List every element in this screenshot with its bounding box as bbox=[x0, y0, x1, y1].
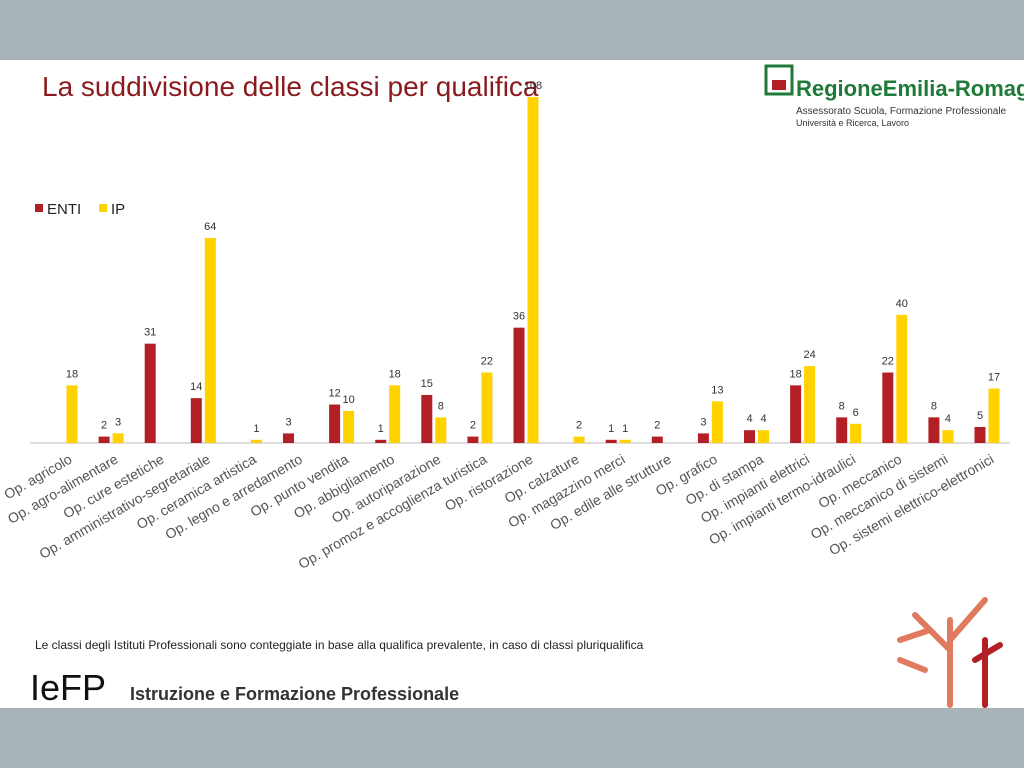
value-label: 4 bbox=[760, 413, 766, 425]
bar bbox=[651, 436, 663, 443]
value-label: 4 bbox=[945, 413, 951, 425]
value-label: 14 bbox=[190, 381, 202, 393]
footer-subtitle: Istruzione e Formazione Professionale bbox=[130, 684, 459, 704]
value-label: 1 bbox=[253, 423, 259, 435]
tree-icon bbox=[897, 597, 1003, 708]
logo-name: RegioneEmilia-Romagna bbox=[796, 76, 1024, 101]
bar bbox=[896, 314, 908, 443]
bar bbox=[711, 401, 723, 443]
bar bbox=[850, 423, 862, 443]
bar bbox=[144, 343, 156, 443]
bar bbox=[283, 433, 294, 443]
bar bbox=[467, 436, 479, 443]
value-label: 2 bbox=[576, 420, 582, 432]
value-label: 31 bbox=[144, 327, 156, 339]
value-label: 6 bbox=[853, 407, 859, 419]
bar bbox=[942, 430, 954, 443]
logo-line: Assessorato Scuola, Formazione Professio… bbox=[796, 106, 1007, 117]
value-label: 3 bbox=[700, 416, 706, 428]
value-label: 24 bbox=[803, 349, 815, 361]
bar bbox=[804, 366, 816, 443]
bar bbox=[974, 426, 986, 443]
footnote: Le classi degli Istituti Professionali s… bbox=[35, 638, 644, 652]
value-label: 22 bbox=[481, 356, 493, 368]
value-label: 22 bbox=[882, 356, 894, 368]
value-label: 10 bbox=[342, 394, 354, 406]
value-label: 1 bbox=[622, 423, 628, 435]
bar bbox=[513, 327, 525, 443]
value-label: 40 bbox=[896, 298, 908, 310]
value-label: 108 bbox=[524, 80, 542, 92]
value-label: 3 bbox=[115, 416, 121, 428]
footer-brand: IeFP bbox=[30, 667, 106, 708]
value-label: 18 bbox=[66, 368, 78, 380]
legend-label: ENTI bbox=[47, 201, 81, 218]
value-label: 18 bbox=[389, 368, 401, 380]
bar bbox=[790, 385, 802, 443]
value-label: 18 bbox=[789, 368, 801, 380]
value-label: 8 bbox=[839, 400, 845, 412]
bar bbox=[112, 433, 124, 443]
value-label: 4 bbox=[746, 413, 752, 425]
slide-title: La suddivisione delle classi per qualifi… bbox=[42, 71, 539, 102]
legend-swatch bbox=[35, 204, 43, 212]
bar bbox=[435, 417, 447, 443]
bottom-band bbox=[0, 708, 1024, 768]
logo-mark bbox=[764, 64, 794, 96]
bar bbox=[343, 410, 355, 443]
logo-line: Università e Ricerca, Lavoro bbox=[796, 118, 909, 128]
top-band bbox=[0, 0, 1024, 60]
value-label: 13 bbox=[711, 384, 723, 396]
legend-label: IP bbox=[111, 201, 125, 218]
value-label: 64 bbox=[204, 221, 216, 233]
bar bbox=[619, 439, 631, 443]
legend-swatch bbox=[99, 204, 107, 212]
bar bbox=[988, 388, 1000, 443]
bar bbox=[481, 372, 493, 443]
value-label: 8 bbox=[931, 400, 937, 412]
value-label: 12 bbox=[328, 388, 340, 400]
bar bbox=[389, 385, 401, 443]
value-label: 36 bbox=[513, 311, 525, 323]
bar bbox=[250, 439, 262, 443]
bar bbox=[527, 97, 539, 443]
background bbox=[0, 60, 1024, 708]
bar bbox=[605, 439, 617, 443]
bar bbox=[836, 417, 848, 443]
value-label: 3 bbox=[285, 416, 291, 428]
value-label: 2 bbox=[101, 420, 107, 432]
bar bbox=[758, 430, 769, 443]
value-label: 1 bbox=[378, 423, 384, 435]
bar bbox=[697, 433, 709, 443]
bar bbox=[66, 385, 78, 443]
bar bbox=[190, 398, 202, 443]
value-label: 8 bbox=[438, 400, 444, 412]
value-label: 17 bbox=[988, 372, 1000, 384]
logo-mark bbox=[772, 80, 786, 90]
bar bbox=[329, 404, 341, 443]
value-label: 2 bbox=[654, 420, 660, 432]
value-label: 15 bbox=[421, 378, 433, 390]
bar bbox=[744, 430, 755, 443]
bar bbox=[204, 237, 216, 443]
value-label: 5 bbox=[977, 410, 983, 422]
bar bbox=[928, 417, 940, 443]
bar bbox=[98, 436, 110, 443]
value-label: 2 bbox=[470, 420, 476, 432]
bar bbox=[375, 439, 387, 443]
value-label: 1 bbox=[608, 423, 614, 435]
bar bbox=[882, 372, 894, 443]
bar bbox=[421, 394, 433, 443]
bar bbox=[573, 436, 585, 443]
